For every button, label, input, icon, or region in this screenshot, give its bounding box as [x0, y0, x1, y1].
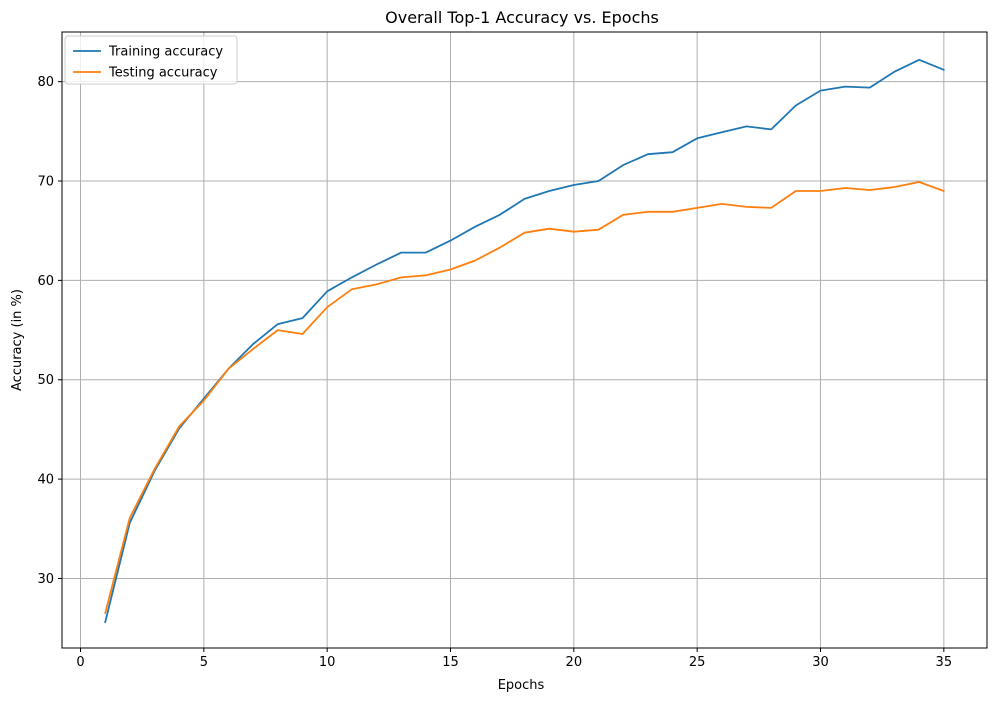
x-tick-label: 5 — [200, 655, 208, 670]
x-tick-label: 20 — [566, 655, 583, 670]
legend-label: Training accuracy — [108, 45, 223, 60]
y-axis-label: Accuracy (in %) — [10, 289, 25, 391]
x-tick-label: 10 — [319, 655, 336, 670]
x-tick-label: 30 — [812, 655, 829, 670]
x-tick-label: 25 — [689, 655, 706, 670]
grid — [62, 32, 987, 648]
axis-ticks: 0 5 10 15 20 25 30 35 30 40 50 60 70 80 — [37, 75, 952, 670]
chart-title: Overall Top-1 Accuracy vs. Epochs — [385, 8, 659, 27]
x-axis-label: Epochs — [498, 678, 545, 693]
y-tick-label: 40 — [37, 473, 54, 488]
series-line-training — [104, 58, 945, 624]
series-line-testing — [104, 181, 945, 615]
x-tick-label: 0 — [76, 655, 84, 670]
y-tick-label: 30 — [37, 572, 54, 587]
plot-frame — [61, 31, 988, 649]
x-tick-label: 35 — [936, 655, 953, 670]
x-tick-label: 15 — [442, 655, 459, 670]
series-layer — [104, 58, 945, 624]
legend-box — [64, 35, 238, 85]
y-tick-label: 70 — [37, 175, 54, 190]
legend-label: Testing accuracy — [108, 66, 218, 81]
legend: Training accuracy Testing accuracy — [64, 35, 238, 85]
y-tick-label: 50 — [37, 373, 54, 388]
y-tick-label: 80 — [37, 75, 54, 90]
y-tick-label: 60 — [37, 274, 54, 289]
